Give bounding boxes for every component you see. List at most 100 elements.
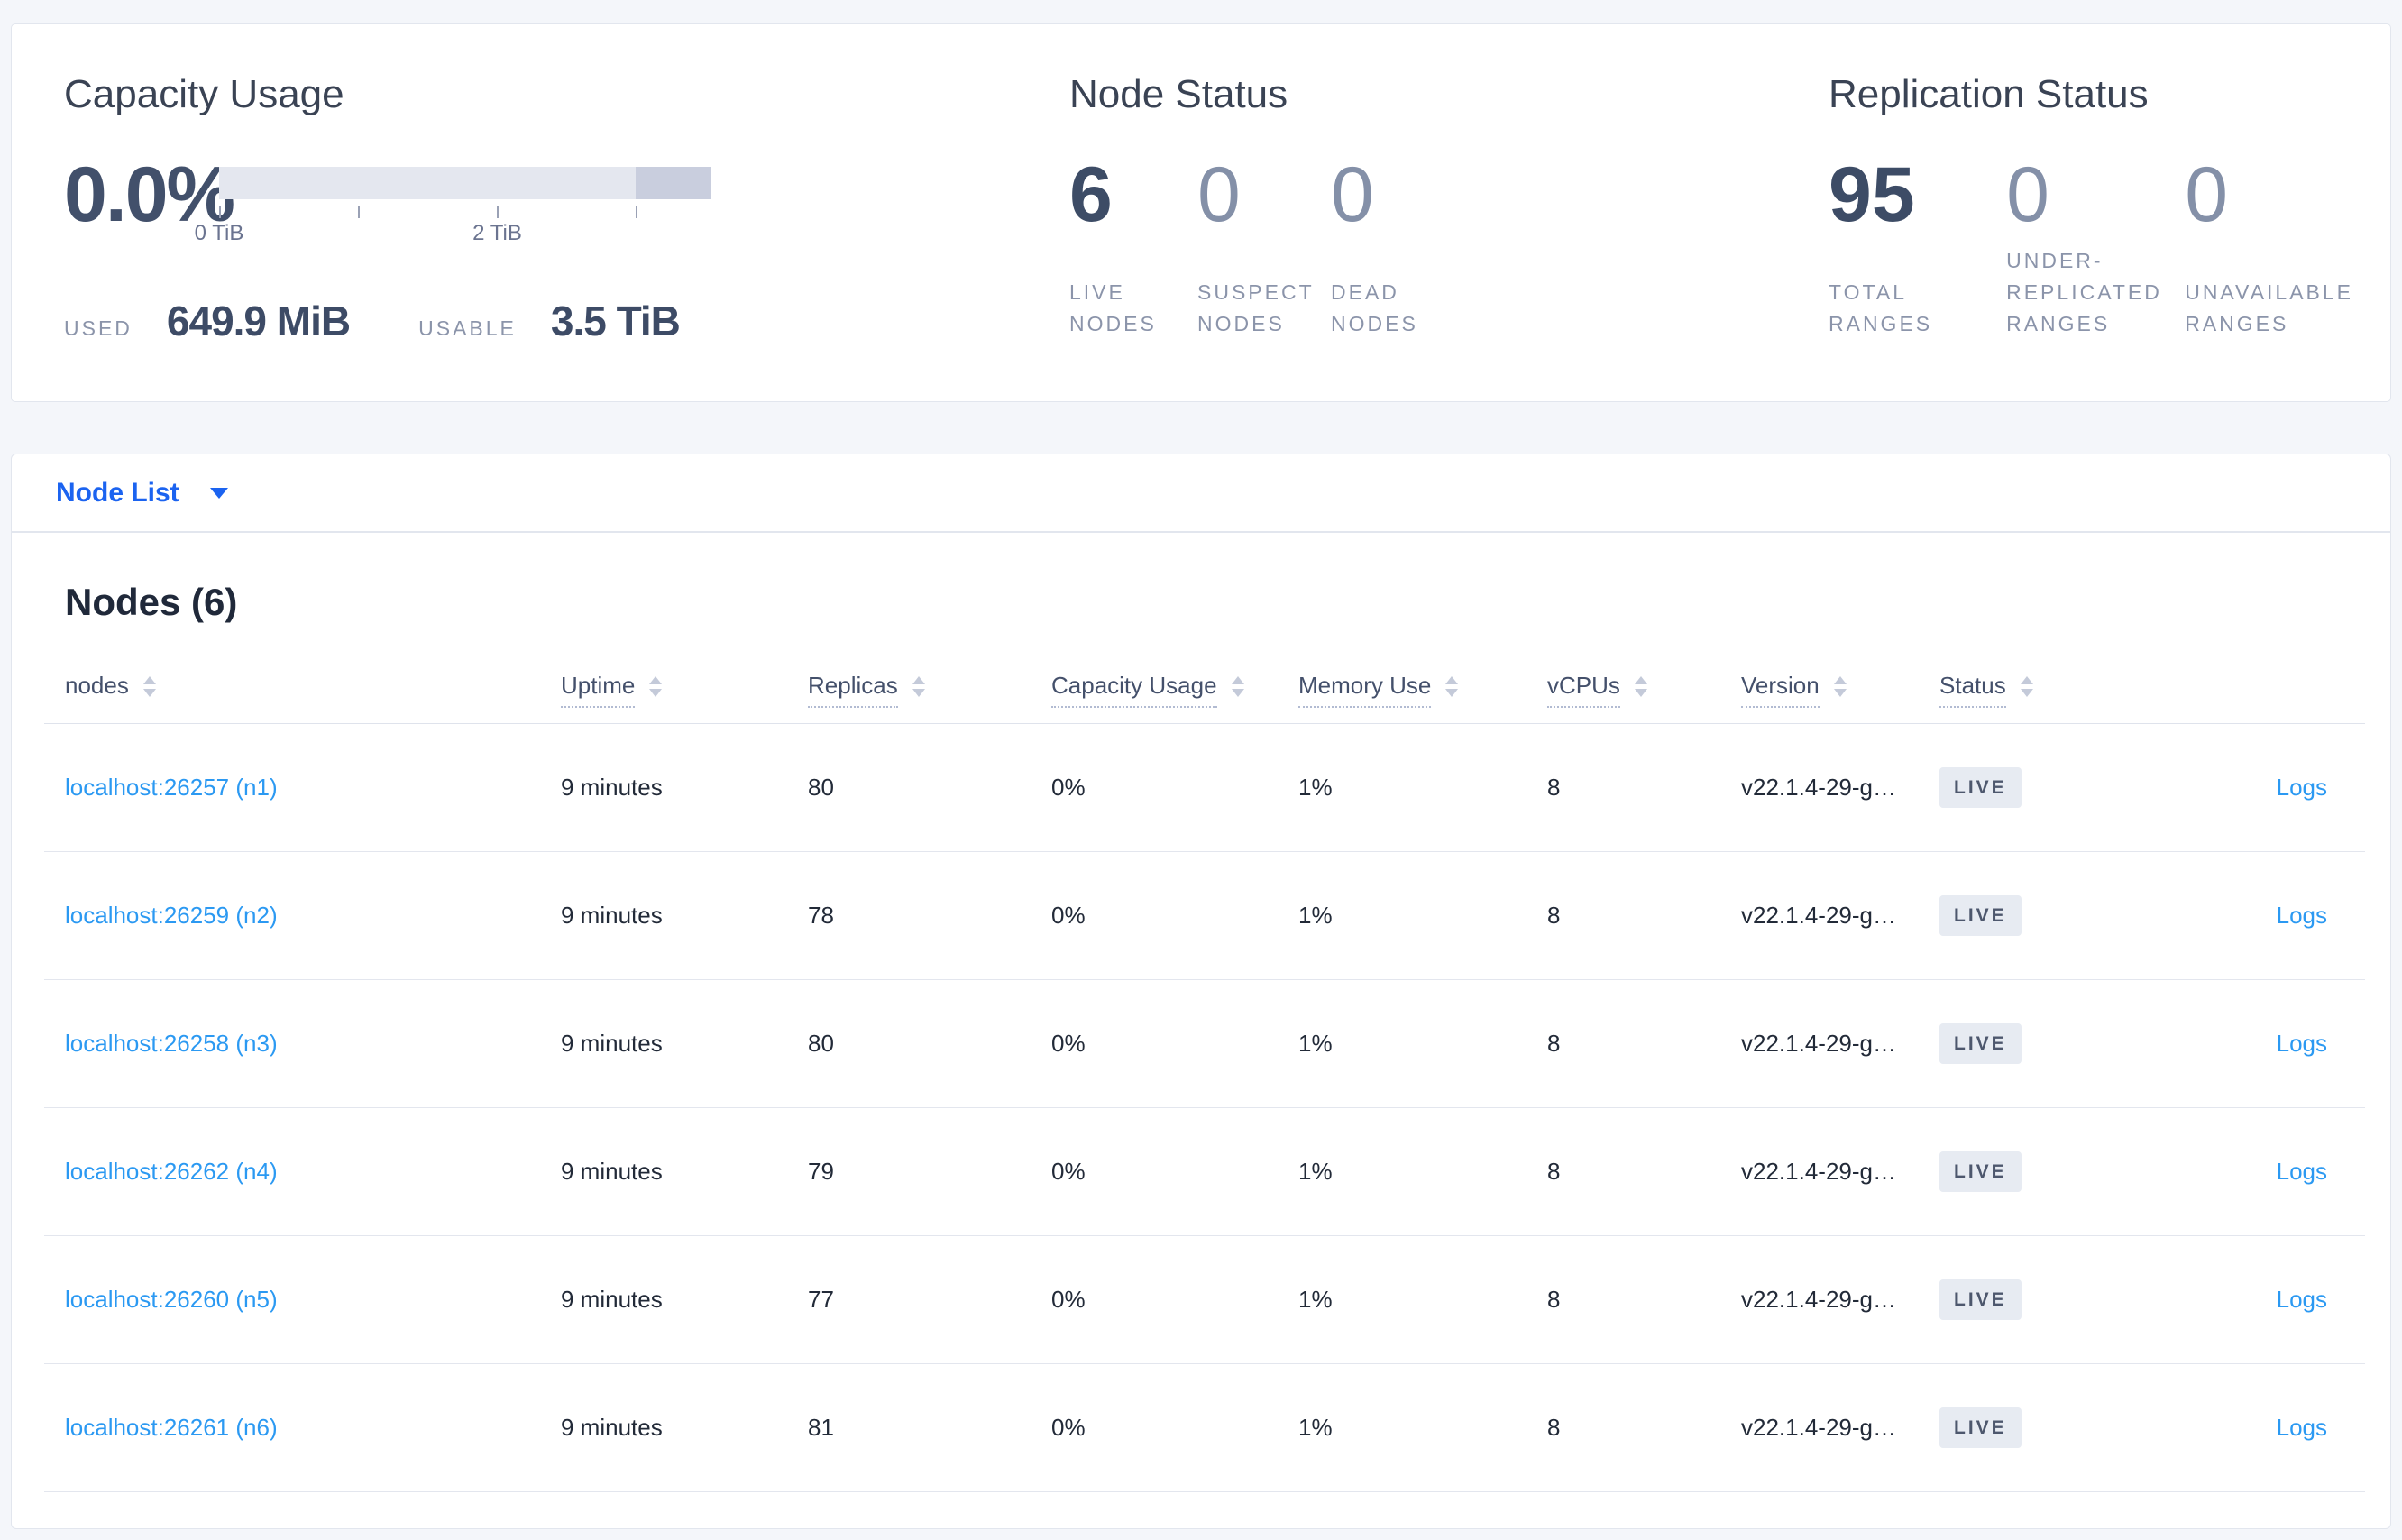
stat-value: 95 <box>1829 151 1915 238</box>
summary-stat: 0 UNAVAILABLE RANGES <box>2185 154 2390 340</box>
replication-status-title: Replication Status <box>1829 72 2149 116</box>
summary-stat: 0 SUSPECT NODES <box>1197 154 1331 340</box>
vcpus-cell: 8 <box>1547 1286 1561 1313</box>
sort-icon <box>2020 676 2033 697</box>
stat-value: 0 <box>2006 151 2049 238</box>
sort-up-arrow <box>1634 676 1647 684</box>
version-cell: v22.1.4-29-g… <box>1741 902 1896 929</box>
stat-label: UNAVAILABLE RANGES <box>2185 280 2354 335</box>
memory-use-cell: 1% <box>1298 1286 1333 1313</box>
vcpus-cell: 8 <box>1547 1414 1561 1441</box>
column-header-label: Status <box>1939 672 2006 708</box>
summary-stat: 6 LIVE NODES <box>1069 154 1197 340</box>
sort-icon <box>912 676 925 697</box>
version-cell: v22.1.4-29-g… <box>1741 774 1896 801</box>
column-header-version[interactable]: Version <box>1741 672 1939 708</box>
sort-icon <box>1634 676 1647 697</box>
uptime-cell: 9 minutes <box>561 1286 663 1313</box>
node-address-link[interactable]: localhost:26262 (n4) <box>65 1158 278 1185</box>
column-header-label: Replicas <box>808 672 898 708</box>
stat-label: DEAD NODES <box>1331 280 1418 335</box>
used-label: USED <box>64 316 133 340</box>
sort-icon <box>1231 676 1244 697</box>
view-selector-label[interactable]: Node List <box>56 477 179 508</box>
version-cell: v22.1.4-29-g… <box>1741 1286 1896 1313</box>
summary-stat: 95 TOTAL RANGES <box>1829 154 2006 340</box>
column-header-nodes[interactable]: nodes <box>65 672 561 708</box>
version-cell: v22.1.4-29-g… <box>1741 1414 1896 1441</box>
uptime-cell: 9 minutes <box>561 1414 663 1441</box>
table-row: localhost:26259 (n2) 9 minutes 78 0% 1% 8 v22.… <box>44 852 2365 980</box>
node-status-title: Node Status <box>1069 72 1288 116</box>
stat-label: SUSPECT NODES <box>1197 280 1315 335</box>
logs-link[interactable]: Logs <box>2276 1030 2327 1057</box>
memory-use-cell: 1% <box>1298 1030 1333 1057</box>
live-status-badge: LIVE <box>1939 1151 2022 1192</box>
sort-up-arrow <box>1231 676 1244 684</box>
vcpus-cell: 8 <box>1547 774 1561 801</box>
stat-label: LIVE NODES <box>1069 280 1157 335</box>
sort-down-arrow <box>1634 689 1647 697</box>
node-address-cell: localhost:26262 (n4) <box>65 1158 561 1186</box>
capacity-bar-segment <box>635 167 711 199</box>
replicas-cell: 80 <box>808 1030 834 1057</box>
node-status-panel: Node Status 6 LIVE NODES 0 SUSPECT NODES 0 DE… <box>1069 71 1829 401</box>
usable-label: USABLE <box>418 316 517 340</box>
column-header-memory-use[interactable]: Memory Use <box>1298 672 1547 708</box>
table-row: localhost:26262 (n4) 9 minutes 79 0% 1% 8 v22.… <box>44 1108 2365 1236</box>
replication-status-stats: 95 TOTAL RANGES 0 UNDER-REPLICATED RANGES 0 U… <box>1829 154 2390 340</box>
capacity-usage-cell: 0% <box>1051 1414 1086 1441</box>
sort-down-arrow <box>142 689 156 697</box>
column-header-capacity-usage[interactable]: Capacity Usage <box>1051 672 1298 708</box>
capacity-percent-value: 0.0% <box>64 151 235 238</box>
view-selector-dropdown[interactable]: Node List <box>11 454 2391 532</box>
stat-value: 0 <box>2185 151 2229 238</box>
logs-link[interactable]: Logs <box>2276 902 2327 929</box>
status-cell: LIVE <box>1939 767 2156 808</box>
node-address-link[interactable]: localhost:26259 (n2) <box>65 902 278 929</box>
replicas-cell: 79 <box>808 1158 834 1185</box>
node-address-link[interactable]: localhost:26257 (n1) <box>65 774 278 801</box>
capacity-bar-track <box>219 167 711 199</box>
replicas-cell: 78 <box>808 902 834 929</box>
status-cell: LIVE <box>1939 895 2156 936</box>
summary-stat: 0 DEAD NODES <box>1331 154 1439 340</box>
node-address-link[interactable]: localhost:26261 (n6) <box>65 1414 278 1441</box>
vcpus-cell: 8 <box>1547 1158 1561 1185</box>
replicas-cell: 80 <box>808 774 834 801</box>
uptime-cell: 9 minutes <box>561 1030 663 1057</box>
sort-up-arrow <box>142 676 156 684</box>
uptime-cell: 9 minutes <box>561 774 663 801</box>
column-header-label: nodes <box>65 671 129 699</box>
sort-down-arrow <box>1833 689 1847 697</box>
logs-link[interactable]: Logs <box>2276 1414 2327 1441</box>
nodes-table-body: localhost:26257 (n1) 9 minutes 80 0% 1% 8 v22.… <box>44 724 2365 1492</box>
node-address-cell: localhost:26258 (n3) <box>65 1030 561 1058</box>
node-address-link[interactable]: localhost:26260 (n5) <box>65 1286 278 1313</box>
column-header-label: vCPUs <box>1547 672 1620 708</box>
sort-down-arrow <box>1231 689 1244 697</box>
column-header-uptime[interactable]: Uptime <box>561 672 808 708</box>
column-header-replicas[interactable]: Replicas <box>808 672 1051 708</box>
sort-up-arrow <box>649 676 663 684</box>
node-address-cell: localhost:26260 (n5) <box>65 1286 561 1314</box>
status-cell: LIVE <box>1939 1151 2156 1192</box>
table-row: localhost:26260 (n5) 9 minutes 77 0% 1% 8 v22.… <box>44 1236 2365 1364</box>
cluster-summary-section: Capacity Usage 0.0% 0 TiB 2 TiB USED 649… <box>11 23 2391 402</box>
replicas-cell: 81 <box>808 1414 834 1441</box>
live-status-badge: LIVE <box>1939 1407 2022 1448</box>
capacity-usage-cell: 0% <box>1051 902 1086 929</box>
column-header-vcpus[interactable]: vCPUs <box>1547 672 1741 708</box>
column-header-status[interactable]: Status <box>1939 672 2156 708</box>
summary-stat: 0 UNDER-REPLICATED RANGES <box>2006 154 2185 340</box>
logs-link[interactable]: Logs <box>2276 774 2327 801</box>
sort-icon <box>142 676 156 697</box>
sort-up-arrow <box>912 676 925 684</box>
capacity-usage-cell: 0% <box>1051 1030 1086 1057</box>
logs-link[interactable]: Logs <box>2276 1286 2327 1313</box>
node-address-link[interactable]: localhost:26258 (n3) <box>65 1030 278 1057</box>
memory-use-cell: 1% <box>1298 1414 1333 1441</box>
logs-link[interactable]: Logs <box>2276 1158 2327 1185</box>
logs-cell: Logs <box>2156 1030 2365 1058</box>
used-value: 649.9 MiB <box>166 298 351 344</box>
